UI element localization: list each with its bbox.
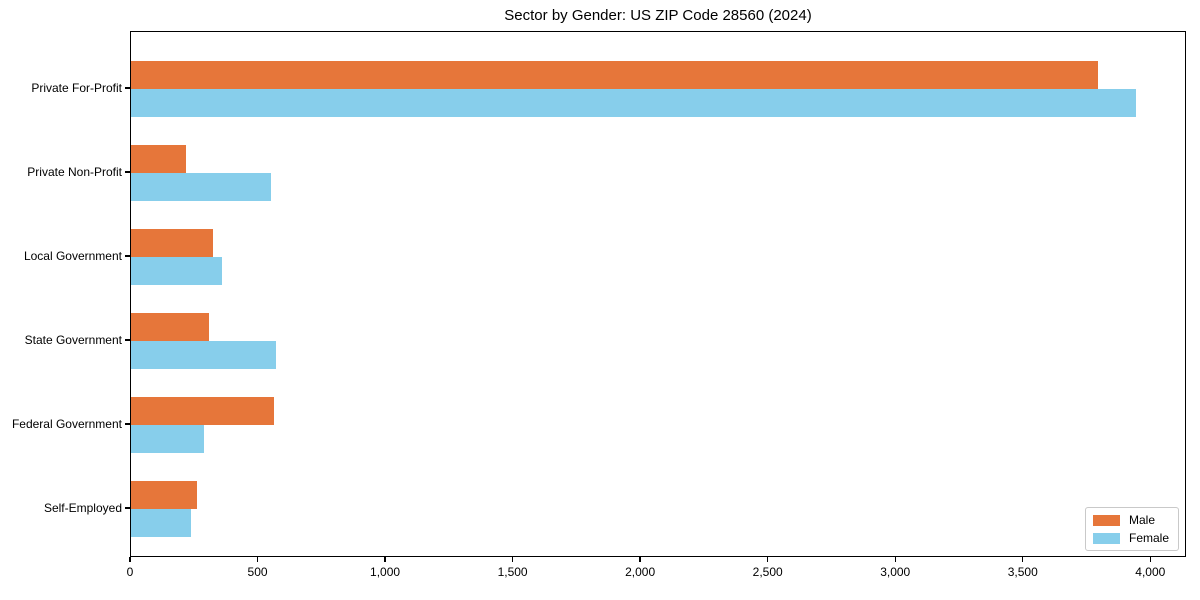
x-tick-label-500: 500 [247,565,268,579]
legend-entry-female: Female [1092,531,1169,545]
y-tick-mark [125,171,130,173]
bar-male-self-employed [131,481,198,509]
x-tick-mark [129,557,131,562]
x-tick-mark [511,557,514,562]
x-tick-label-2-000: 2,000 [625,565,656,579]
y-tick-label-self-employed: Self-Employed [43,501,122,515]
y-tick-label-local-government: Local Government [23,249,122,263]
y-tick-mark [125,87,130,89]
x-tick-label-0: 0 [126,565,134,579]
bar-female-private-for-profit [131,89,1136,117]
y-tick-mark [125,339,130,341]
x-tick-mark [639,557,641,562]
x-tick-label-1-000: 1,000 [370,565,401,579]
y-tick-label-private-non-profit: Private Non-Profit [27,165,122,179]
x-tick-mark [384,557,386,562]
x-tick-mark [1149,557,1151,562]
y-tick-label-state-government: State Government [24,333,122,347]
bar-female-local-government [131,257,222,285]
x-tick-label-1-500: 1,500 [497,565,528,579]
legend: Male Female [1084,507,1179,551]
x-tick-label-3-000: 3,000 [880,565,911,579]
bar-male-private-for-profit [131,61,1098,89]
bar-female-self-employed [131,509,191,537]
x-tick-label-2-500: 2,500 [752,565,783,579]
y-tick-mark [125,423,130,425]
x-tick-mark [894,557,896,562]
y-tick-label-private-for-profit: Private For-Profit [31,81,122,95]
x-tick-mark [766,557,769,562]
x-tick-label-3-500: 3,500 [1007,565,1038,579]
bar-male-state-government [131,313,209,341]
y-tick-mark [125,507,130,509]
bar-male-private-non-profit [131,145,186,173]
x-tick-mark [256,557,259,562]
legend-swatch-female [1092,532,1120,544]
bar-male-local-government [131,229,213,257]
bar-male-federal-government [131,397,274,425]
x-tick-label-4-000: 4,000 [1135,565,1166,579]
plot-area: Male Female [130,31,1186,557]
bar-female-state-government [131,341,276,369]
bar-female-private-non-profit [131,173,271,201]
y-tick-label-federal-government: Federal Government [11,417,122,431]
chart-title: Sector by Gender: US ZIP Code 28560 (202… [504,7,812,24]
legend-swatch-male [1092,514,1120,526]
legend-label-female: Female [1128,531,1169,545]
bar-female-federal-government [131,425,204,453]
y-tick-mark [125,255,130,257]
x-tick-mark [1022,557,1024,562]
legend-entry-male: Male [1092,513,1169,527]
legend-label-male: Male [1128,513,1155,527]
